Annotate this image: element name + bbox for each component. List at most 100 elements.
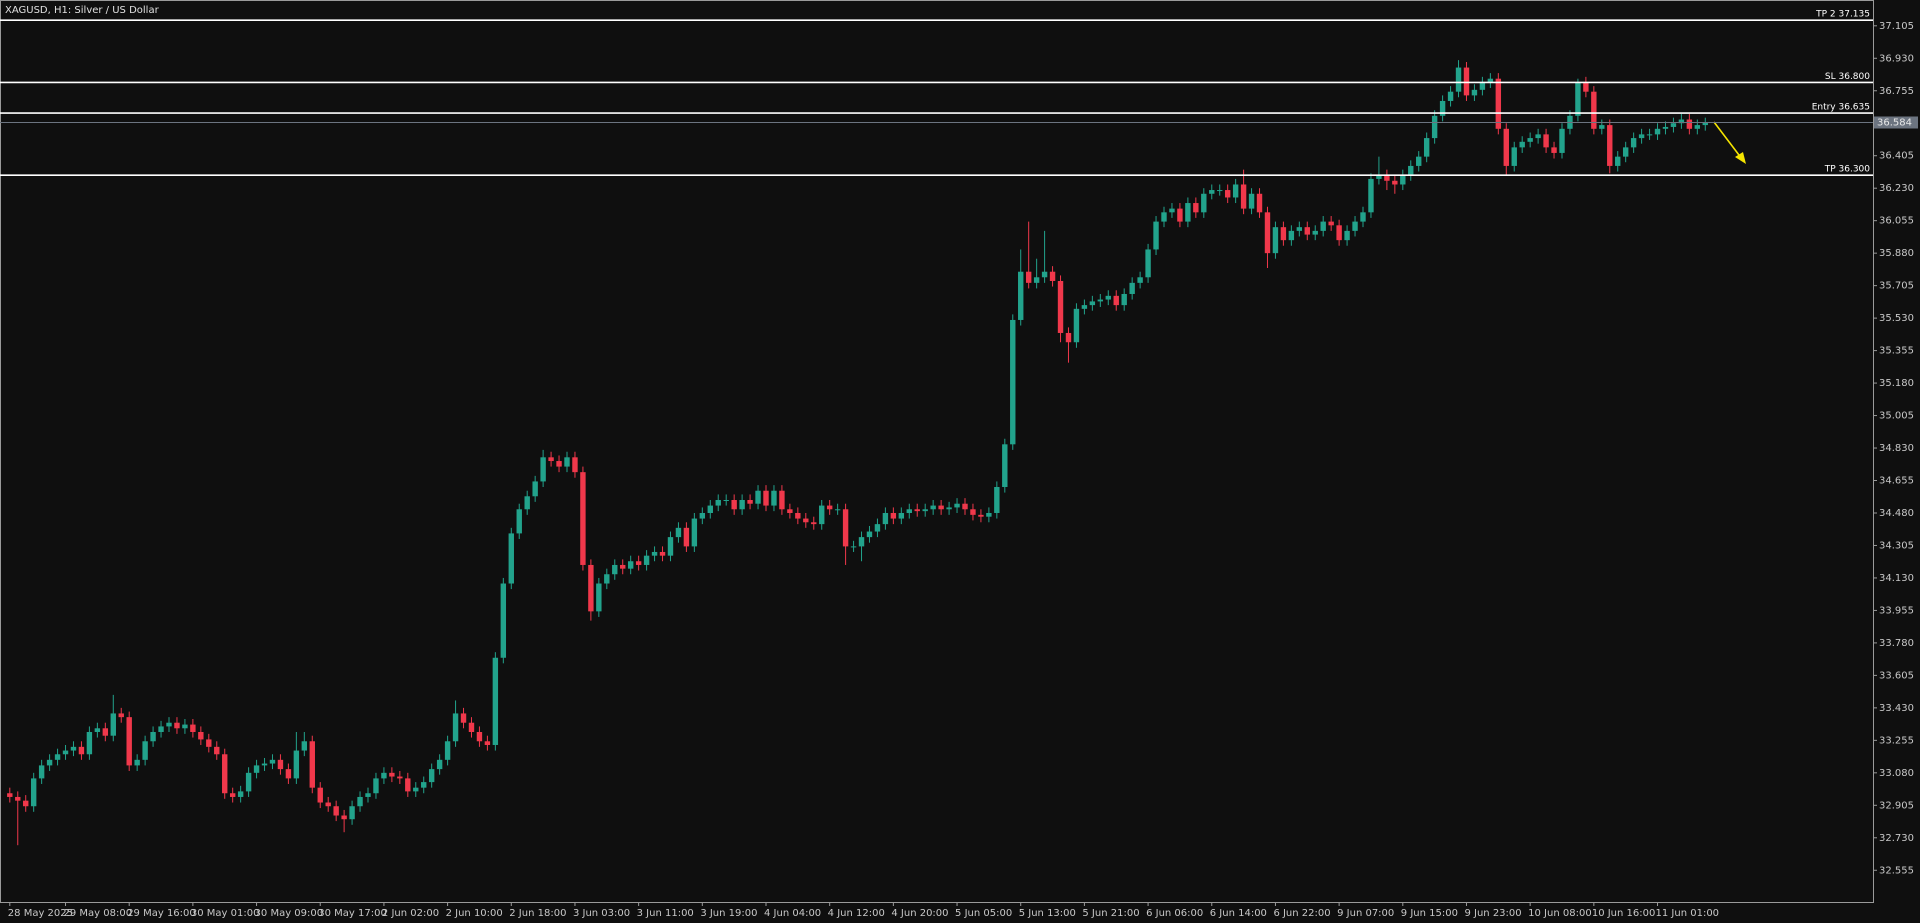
candle-body: [1384, 175, 1390, 181]
candle-body: [421, 782, 427, 788]
candle-body: [468, 722, 475, 732]
candle-body: [1073, 308, 1080, 343]
candle-body: [253, 765, 260, 773]
y-tick-label: 32.555: [1879, 865, 1914, 876]
candle-body: [1662, 126, 1669, 129]
candle-body: [651, 551, 658, 556]
x-tick-label: 30 May 17:00: [318, 908, 387, 919]
candle-body: [54, 754, 61, 760]
candle-body: [691, 518, 698, 547]
candle-body: [1622, 147, 1629, 157]
candle-body: [1328, 221, 1334, 226]
candle-body: [1121, 293, 1127, 306]
candle-body: [667, 537, 674, 556]
x-tick-label: 2 Jun 10:00: [446, 908, 503, 919]
candle-body: [707, 505, 713, 513]
y-tick-label: 33.430: [1879, 703, 1914, 714]
candle-body: [580, 472, 586, 565]
y-tick-label: 32.905: [1879, 800, 1914, 811]
candle-body: [1137, 277, 1143, 283]
candle-body: [1599, 125, 1605, 129]
candle-body: [1543, 134, 1549, 148]
candle-body: [460, 713, 467, 723]
candle-body: [301, 741, 308, 751]
candle-body: [78, 746, 85, 755]
candle-body: [198, 731, 204, 740]
candle-body: [612, 564, 618, 575]
candle-body: [858, 537, 865, 547]
candle-body: [1368, 178, 1374, 213]
candle-body: [739, 499, 745, 510]
candle-body: [962, 503, 968, 510]
candle-body: [819, 505, 825, 525]
candle-body: [1097, 299, 1104, 302]
candle-body: [500, 583, 507, 658]
y-tick-label: 35.705: [1879, 281, 1914, 292]
candle-body: [277, 759, 284, 770]
last-price-box: [1874, 116, 1918, 129]
candle-body: [269, 759, 276, 764]
candle-body: [158, 726, 164, 732]
candle-body: [206, 739, 212, 747]
y-tick-label: 32.730: [1879, 833, 1914, 844]
candle-body: [1153, 221, 1159, 250]
candle-body: [245, 772, 252, 792]
candle-body: [1503, 128, 1509, 166]
candle-body: [1145, 249, 1151, 278]
candle-body: [1344, 230, 1350, 241]
candle-body: [747, 499, 753, 504]
candle-body: [914, 509, 920, 512]
candle-body: [1209, 190, 1215, 194]
candle-body: [1185, 203, 1191, 222]
x-tick-label: 29 May 16:00: [127, 908, 196, 919]
candle-body: [23, 800, 29, 807]
x-tick-label: 4 Jun 12:00: [828, 908, 885, 919]
candle-body: [94, 728, 101, 732]
candle-body: [1018, 271, 1024, 320]
candle-body: [373, 778, 379, 794]
candle-body: [293, 750, 300, 779]
candle-body: [357, 796, 363, 807]
candle-body: [1678, 119, 1685, 124]
y-tick-label: 36.405: [1879, 151, 1914, 162]
candle-body: [1336, 225, 1342, 241]
x-tick-label: 5 Jun 05:00: [955, 908, 1012, 919]
candle-body: [795, 512, 801, 519]
candle-body: [1089, 301, 1096, 306]
candle-body: [62, 750, 69, 755]
candle-body: [1033, 277, 1040, 283]
candle-body: [1447, 91, 1454, 101]
candle-body: [659, 551, 666, 556]
candle-body: [444, 741, 451, 760]
candle-body: [261, 763, 268, 766]
x-tick-label: 6 Jun 06:00: [1146, 908, 1203, 919]
candle-body: [182, 724, 188, 729]
x-tick-label: 3 Jun 03:00: [573, 908, 630, 919]
candle-body: [882, 512, 889, 525]
candle-body: [126, 717, 132, 766]
candle-body: [1376, 175, 1382, 179]
x-tick-label: 6 Jun 22:00: [1273, 908, 1330, 919]
candle-body: [1280, 227, 1287, 241]
x-tick-label: 4 Jun 20:00: [891, 908, 948, 919]
x-tick-label: 29 May 08:00: [64, 908, 133, 919]
y-tick-label: 36.055: [1879, 216, 1914, 227]
candle-body: [309, 741, 315, 788]
y-tick-label: 33.780: [1879, 638, 1914, 649]
candle-body: [1169, 208, 1175, 213]
candle-body: [1272, 227, 1279, 254]
candle-body: [333, 806, 339, 816]
candle-body: [70, 746, 77, 751]
candle-body: [834, 509, 841, 511]
candle-body: [803, 518, 809, 523]
x-tick-label: 10 Jun 16:00: [1592, 908, 1656, 919]
x-tick-label: 9 Jun 07:00: [1337, 908, 1394, 919]
candle-body: [1256, 193, 1263, 213]
candle-body: [1519, 141, 1525, 148]
candle-body: [906, 509, 912, 513]
candle-body: [508, 533, 514, 584]
candle-body: [1615, 156, 1621, 166]
candle-body: [516, 509, 522, 534]
x-tick-label: 2 Jun 02:00: [382, 908, 439, 919]
y-tick-label: 34.305: [1879, 540, 1914, 551]
